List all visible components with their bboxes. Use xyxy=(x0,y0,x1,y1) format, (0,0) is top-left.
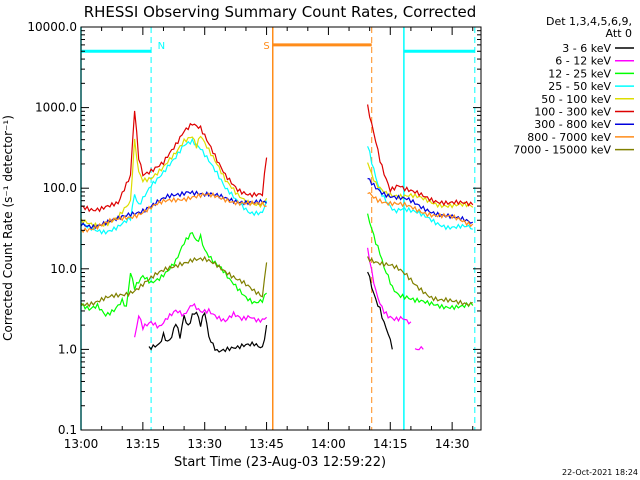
y-tick-label-3: 10.0 xyxy=(50,262,77,276)
legend-label-0: 3 - 6 keV xyxy=(562,42,611,55)
legend-header-line-2: Att 0 xyxy=(606,27,632,40)
series-0-segment-1 xyxy=(367,271,393,350)
x-axis-label: Start Time (23-Aug-03 12:59:22) xyxy=(174,455,386,470)
x-tick-label-2: 13:30 xyxy=(187,437,222,451)
legend-label-8: 7000 - 15000 keV xyxy=(513,144,611,157)
x-tick-label-3: 13:45 xyxy=(249,437,284,451)
y-tick-label-1: 1000.0 xyxy=(35,101,77,115)
legend-label-1: 6 - 12 keV xyxy=(555,55,611,68)
x-tick-label-5: 14:15 xyxy=(373,437,408,451)
series-7-segment-0 xyxy=(80,192,267,234)
series-0-segment-0 xyxy=(148,311,268,353)
legend-label-2: 12 - 25 keV xyxy=(548,67,611,80)
series-1-segment-1 xyxy=(367,247,412,325)
legend-label-6: 300 - 800 keV xyxy=(534,118,611,131)
series-5-segment-0 xyxy=(80,110,268,213)
legend-label-5: 100 - 300 keV xyxy=(534,106,611,119)
series-8-segment-0 xyxy=(80,255,268,308)
legend-label-4: 50 - 100 keV xyxy=(541,93,611,106)
series-2-segment-0 xyxy=(80,231,267,318)
chart-title: RHESSI Observing Summary Count Rates, Co… xyxy=(84,3,477,21)
series-2-segment-1 xyxy=(367,213,474,311)
x-tick-label-0: 13:00 xyxy=(64,437,99,451)
series-7-segment-1 xyxy=(367,191,474,228)
x-tick-label-1: 13:15 xyxy=(126,437,161,451)
series-3-segment-1 xyxy=(367,146,473,231)
y-tick-label-5: 0.1 xyxy=(58,423,77,437)
y-axis-label: Corrected Count Rate (s⁻¹ detector⁻¹) xyxy=(1,115,15,341)
x-axis-ticks: 13:00 13:15 13:30 13:45 14:00 14:15 14:30 xyxy=(64,27,474,451)
footer-timestamp: 22-Oct-2021 18:24 xyxy=(562,468,638,477)
y-tick-label-4: 1.0 xyxy=(58,342,77,356)
series-8-segment-1 xyxy=(367,256,473,307)
series-3-segment-0 xyxy=(80,137,268,235)
y-tick-label-0: 10000.0 xyxy=(27,20,77,34)
legend-label-3: 25 - 50 keV xyxy=(548,80,611,93)
x-tick-label-6: 14:30 xyxy=(435,437,470,451)
series-1-segment-2 xyxy=(414,345,424,351)
series-5-segment-1 xyxy=(367,104,474,207)
plot-frame xyxy=(80,26,482,431)
legend-label-7: 800 - 7000 keV xyxy=(527,131,611,144)
series-1-segment-0 xyxy=(134,302,268,338)
marker-n: N xyxy=(158,41,165,52)
y-axis-ticks: 10000.0 1000.0 100.0 10.0 1.0 0.1 xyxy=(27,20,481,437)
axes xyxy=(80,26,482,431)
y-tick-label-2: 100.0 xyxy=(43,181,77,195)
legend-header-line-1: Det 1,3,4,5,6,9, xyxy=(546,15,632,28)
series-6-segment-0 xyxy=(80,190,268,230)
marker-s: S xyxy=(263,41,269,52)
x-tick-label-4: 14:00 xyxy=(311,437,346,451)
series-4-segment-1 xyxy=(367,162,474,209)
